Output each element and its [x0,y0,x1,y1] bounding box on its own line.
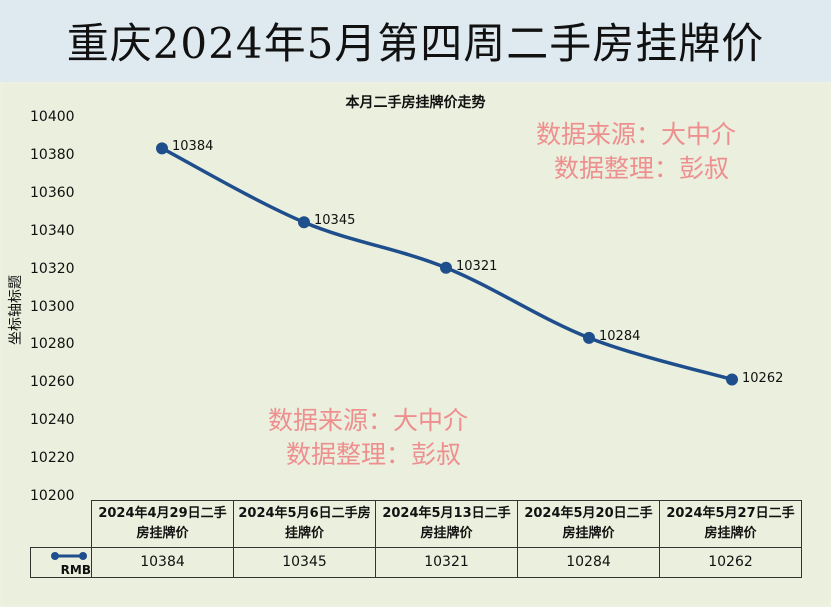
watermark-source: 数据来源：大中介 [268,406,469,435]
y-tick-label: 10360 [30,184,75,201]
legend-entry: RMB [30,547,92,578]
y-tick-label: 10200 [30,488,75,504]
y-tick-label: 10340 [30,222,75,239]
y-tick-label: 10220 [30,450,75,467]
legend-label: RMB [60,562,91,577]
table-value: 10321 [375,547,518,578]
watermark: 数据来源：大中介 数据整理：彭叔 [268,404,468,472]
data-point [583,331,595,344]
data-label: 10384 [172,139,214,155]
y-tick-label: 10260 [30,374,75,391]
y-tick-label: 10320 [30,260,75,277]
chart-title: 本月二手房挂牌价走势 [345,95,486,111]
page-title: 重庆2024年5月第四周二手房挂牌价 [66,19,765,68]
legend-line-icon [51,551,87,560]
table-value: 10384 [91,547,234,578]
data-point [440,261,452,274]
table-value: 10262 [659,547,802,578]
watermark-author: 数据整理：彭叔 [554,154,730,183]
data-label: 10345 [314,213,356,229]
table-value: 10345 [233,547,376,578]
data-point [726,373,738,386]
y-tick-label: 10240 [30,412,75,429]
y-tick-label: 10280 [30,336,75,353]
watermark-source: 数据来源：大中介 [536,120,737,149]
category-label: 2024年4月29日二手房挂牌价 [91,500,234,548]
data-label: 10262 [742,370,784,386]
watermark: 数据来源：大中介 数据整理：彭叔 [536,118,736,186]
data-point [298,216,310,229]
category-label: 2024年5月6日二手房挂牌价 [233,500,376,548]
y-tick-label: 10400 [30,109,75,125]
data-label: 10321 [456,258,498,274]
table-value: 10284 [517,547,660,578]
data-label: 10284 [599,328,641,344]
y-tick-label: 10300 [30,298,75,315]
category-label: 2024年5月27日二手房挂牌价 [659,500,802,548]
y-tick-label: 10380 [30,146,75,163]
category-label: 2024年5月20日二手房挂牌价 [517,500,660,548]
data-table: 2024年4月29日二手房挂牌价 2024年5月6日二手房挂牌价 2024年5月… [30,500,802,578]
category-label: 2024年5月13日二手房挂牌价 [375,500,518,548]
title-band [0,0,831,82]
watermark-author: 数据整理：彭叔 [286,440,462,469]
data-point [156,142,168,155]
